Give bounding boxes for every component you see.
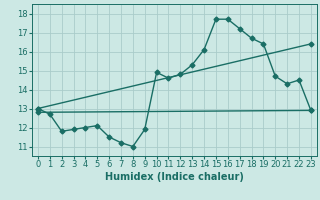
- X-axis label: Humidex (Indice chaleur): Humidex (Indice chaleur): [105, 172, 244, 182]
